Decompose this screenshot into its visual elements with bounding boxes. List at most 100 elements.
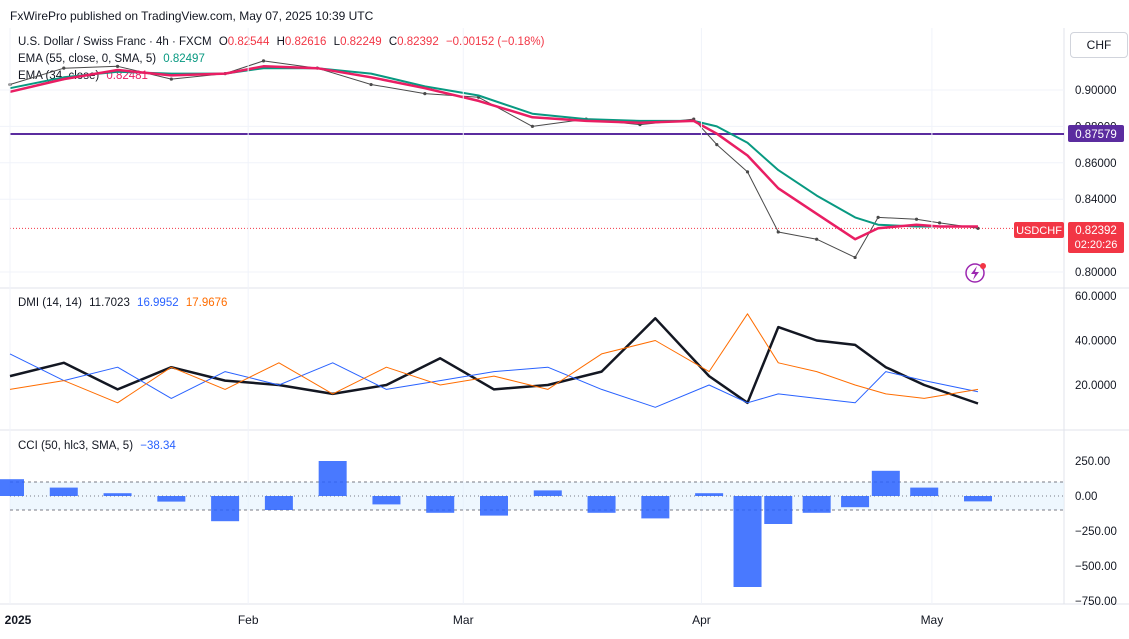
lightning-icon[interactable] <box>965 263 986 283</box>
publisher-header: FxWirePro published on TradingView.com, … <box>10 9 374 23</box>
symbol-name: U.S. Dollar / Swiss Franc · 4h · FXCM <box>18 36 212 48</box>
cci-bar <box>695 493 724 496</box>
cci-legend: CCI (50, hlc3, SMA, 5) −38.34 <box>18 440 180 452</box>
ema34-label: EMA (34, close) <box>18 70 100 82</box>
time-tick-label: Feb <box>238 613 259 627</box>
open-label: O <box>218 36 228 48</box>
ema34-line <box>9 65 978 241</box>
cci-bar <box>910 487 939 496</box>
price-tick-label: 0.86000 <box>1075 158 1117 170</box>
hline-tag-bg <box>1068 125 1124 142</box>
ema55-line <box>9 67 978 228</box>
dmi-legend: DMI (14, 14) 11.7023 16.9952 17.9676 <box>18 297 231 309</box>
cci-tick-label: −250.00 <box>1075 526 1117 538</box>
cci-bar <box>426 496 455 513</box>
symbol-legend: U.S. Dollar / Swiss Franc · 4h · FXCM O 0… <box>18 36 548 48</box>
ema55-label: EMA (55, close, 0, SMA, 5) <box>18 53 157 65</box>
time-tick-label: 2025 <box>5 613 32 627</box>
adx-line <box>9 317 979 405</box>
cci-bar <box>871 470 900 496</box>
price-point <box>369 82 373 87</box>
cci-bar <box>841 496 870 508</box>
price-point <box>876 215 880 219</box>
price-point <box>745 170 750 174</box>
dmi-tick-label: 60.0000 <box>1075 291 1117 303</box>
symbol-tag-text: USDCHF <box>1016 225 1062 237</box>
cci-bar <box>157 496 186 502</box>
price-point <box>261 59 266 63</box>
price-point <box>62 66 66 70</box>
price-point <box>914 217 919 221</box>
symbol-tag-bg <box>1014 222 1064 238</box>
lightning-icon-ring <box>965 263 985 283</box>
time-tick-label: Apr <box>692 613 711 627</box>
price-point <box>815 237 819 241</box>
price-tick-label: 0.90000 <box>1075 85 1117 97</box>
cci-bar <box>587 496 616 513</box>
price-tick-label: 0.84000 <box>1075 194 1117 206</box>
currency-button[interactable]: CHF <box>1070 32 1128 58</box>
price-point <box>169 77 173 81</box>
cci-bar <box>764 496 793 524</box>
high-value: 0.82616 <box>284 36 327 48</box>
cci-tick-label: −750.00 <box>1075 596 1117 608</box>
ema55-value: 0.82497 <box>163 53 205 65</box>
dmi-pane <box>9 313 979 408</box>
cci-bar <box>641 496 670 519</box>
low-label: L <box>333 36 341 48</box>
cci-tick-label: −500.00 <box>1075 561 1117 573</box>
minus-di-line <box>9 313 979 404</box>
price-point <box>423 92 427 96</box>
cci-bar <box>103 493 132 496</box>
dmi-label: DMI (14, 14) <box>18 297 82 309</box>
cci-bar <box>0 479 24 496</box>
cci-tick-label: 250.00 <box>1075 456 1110 468</box>
cci-bar <box>211 496 240 522</box>
cci-bar <box>49 487 78 496</box>
price-point <box>715 143 719 147</box>
cci-bar <box>264 496 293 510</box>
cci-bar <box>802 496 831 513</box>
dmi-tick-label: 40.0000 <box>1075 336 1117 348</box>
current-price-tag: USDCHF 0.82392 02:20:26 <box>1014 222 1124 253</box>
lightning-icon-bolt <box>971 266 979 280</box>
cci-bar <box>372 496 401 505</box>
cci-bar <box>318 461 347 496</box>
cci-bar <box>533 490 562 496</box>
cci-value: −38.34 <box>140 440 176 452</box>
ema55-legend: EMA (55, close, 0, SMA, 5) 0.82497 <box>18 53 209 65</box>
hline-price-tag: 0.87579 <box>1068 125 1124 142</box>
price-point <box>853 255 857 260</box>
plus-di-line <box>9 353 979 408</box>
cci-bar <box>733 496 762 587</box>
cci-bar <box>964 496 992 502</box>
cci-pane <box>0 461 1064 587</box>
change-value: −0.00152 (−0.18%) <box>445 36 545 48</box>
time-tick-label: May <box>921 613 944 627</box>
cci-tick-label: 0.00 <box>1075 491 1097 503</box>
time-tick-label: Mar <box>453 613 474 627</box>
close-value: 0.82392 <box>397 36 439 48</box>
hline-tag-text: 0.87579 <box>1075 129 1117 141</box>
price-point <box>530 124 535 128</box>
dmi-adx-value: 11.7023 <box>89 297 130 309</box>
price-point <box>776 230 780 234</box>
high-label: H <box>276 36 285 48</box>
dmi-tick-label: 20.0000 <box>1075 380 1117 392</box>
notification-dot <box>980 263 986 269</box>
dmi-minus-value: 17.9676 <box>185 297 228 309</box>
axes: 0.900000.880000.860000.840000.8000060.00… <box>5 85 1117 627</box>
cci-label: CCI (50, hlc3, SMA, 5) <box>18 440 134 452</box>
price-tag-bg <box>1068 222 1124 253</box>
price-tick-label: 0.80000 <box>1075 267 1117 279</box>
price-point <box>937 221 942 225</box>
close-label: C <box>388 36 398 48</box>
dmi-plus-value: 16.9952 <box>137 297 179 309</box>
price-tag-text: 0.82392 <box>1075 225 1117 237</box>
price-point <box>115 64 120 68</box>
cci-bar <box>480 496 508 516</box>
price-pane <box>0 28 1064 604</box>
low-value: 0.82249 <box>340 36 382 48</box>
countdown-text: 02:20:26 <box>1075 239 1118 251</box>
